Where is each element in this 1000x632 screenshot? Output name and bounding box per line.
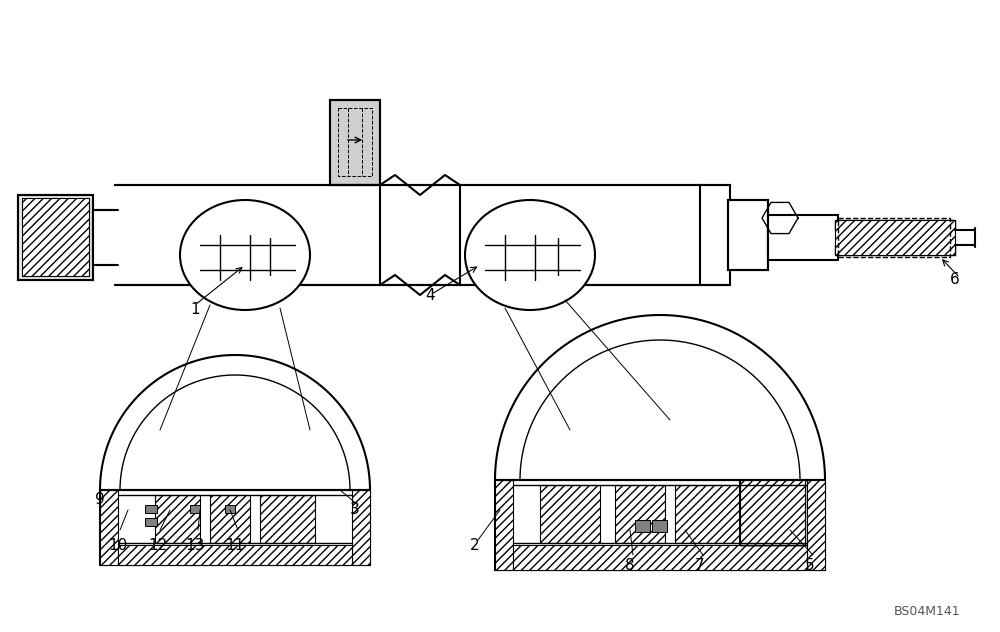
Text: 2: 2 [470, 537, 480, 552]
Bar [18, 195, 93, 280]
Bar [22, 198, 89, 276]
Bar [615, 485, 665, 543]
Bar [807, 480, 825, 570]
Text: 1: 1 [190, 303, 200, 317]
Bar [835, 220, 955, 230]
Text: 5: 5 [805, 557, 815, 573]
Bar [635, 520, 650, 532]
Bar [700, 185, 730, 285]
Bar [835, 245, 955, 255]
Text: 13: 13 [185, 537, 205, 552]
Bar [190, 505, 200, 513]
Text: 12: 12 [148, 537, 168, 552]
Bar [473, 235, 485, 270]
Bar [652, 520, 667, 532]
Bar [285, 238, 297, 266]
Bar [100, 490, 118, 565]
Text: 10: 10 [108, 537, 128, 552]
Text: 11: 11 [225, 537, 245, 552]
Text: 4: 4 [425, 288, 435, 303]
Bar [188, 245, 298, 270]
Bar [118, 545, 352, 565]
Bar [93, 210, 118, 265]
Bar [145, 518, 157, 526]
Text: 7: 7 [695, 557, 705, 573]
Text: 8: 8 [625, 557, 635, 573]
Bar [260, 495, 315, 543]
Bar [540, 485, 600, 543]
Bar [495, 480, 825, 570]
Bar [100, 490, 370, 565]
Bar [210, 495, 250, 543]
Bar [513, 545, 807, 570]
Bar [675, 485, 755, 543]
Bar [115, 185, 700, 285]
Bar [835, 220, 955, 255]
Bar [338, 108, 372, 176]
Text: 9: 9 [95, 492, 105, 507]
Bar [330, 100, 380, 185]
Text: 6: 6 [950, 272, 960, 288]
Ellipse shape [180, 200, 310, 310]
Bar [838, 218, 950, 257]
Bar [473, 245, 583, 270]
Bar [740, 480, 805, 545]
Bar [145, 505, 157, 513]
Text: BS04M141: BS04M141 [893, 605, 960, 618]
Bar [18, 195, 93, 280]
Bar [728, 200, 768, 270]
Bar [575, 238, 587, 266]
Bar [728, 200, 768, 270]
Bar [768, 215, 838, 260]
Bar [352, 490, 370, 565]
Bar [495, 480, 513, 570]
Bar [225, 505, 235, 513]
Text: 3: 3 [350, 502, 360, 518]
Ellipse shape [465, 200, 595, 310]
Bar [740, 480, 805, 545]
Bar [155, 495, 200, 543]
Bar [330, 100, 380, 185]
Bar [188, 235, 203, 270]
